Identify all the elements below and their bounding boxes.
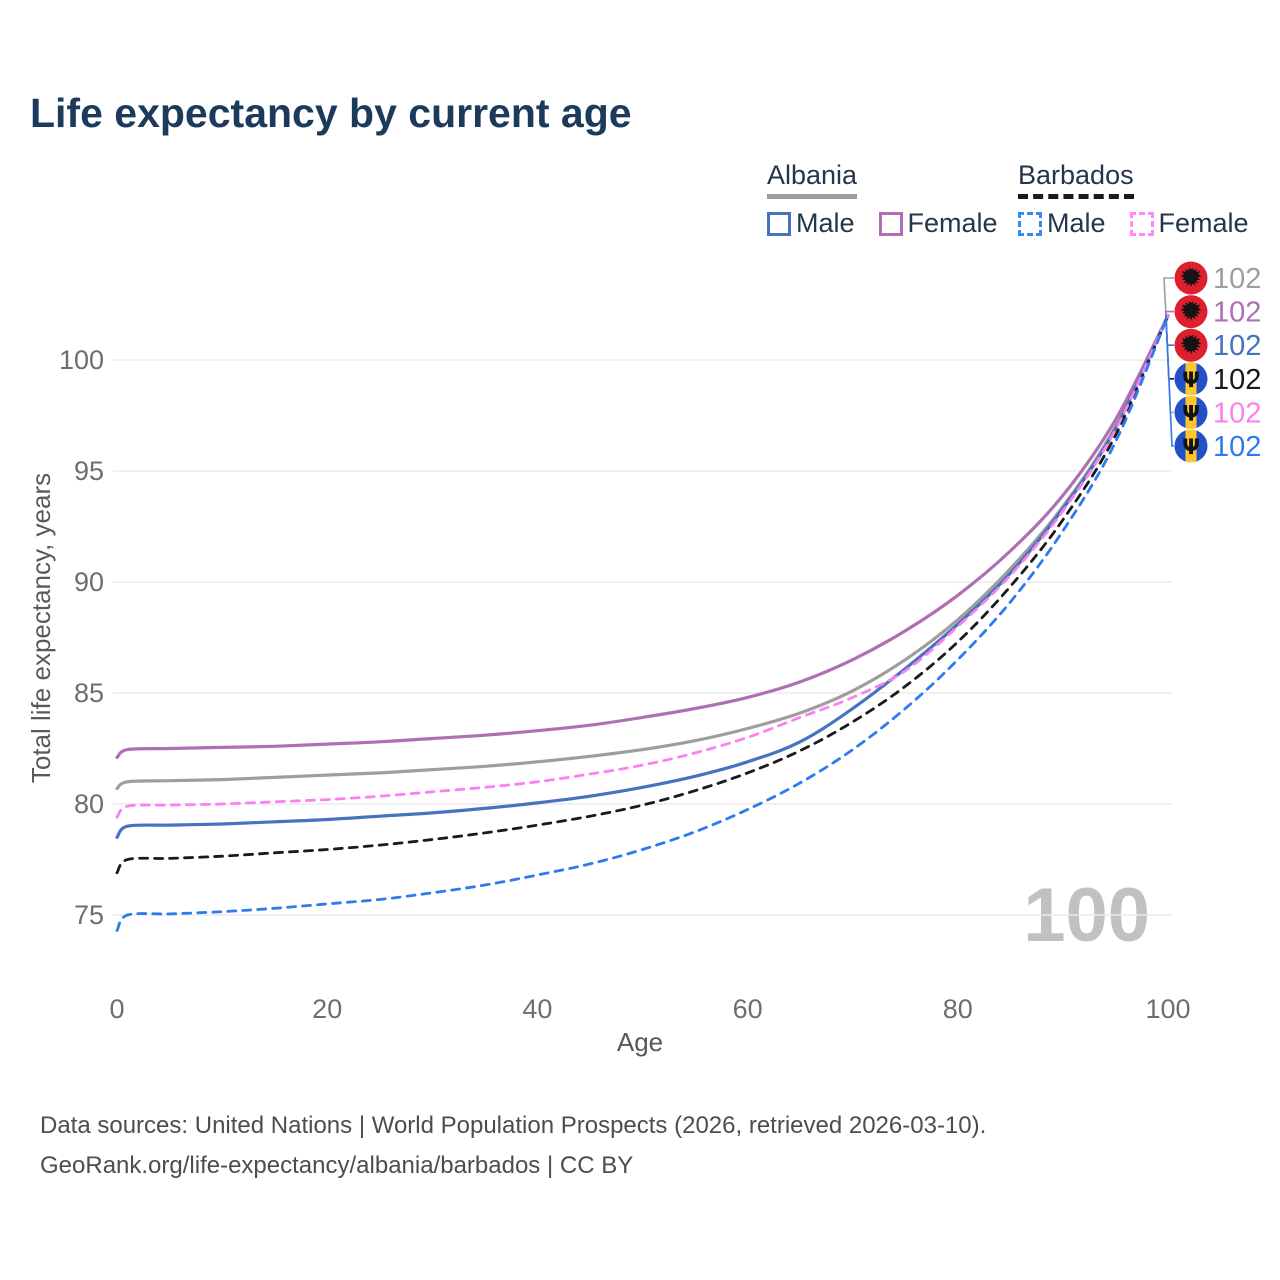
x-tick-label: 60 bbox=[733, 994, 763, 1024]
end-label-leader-lines bbox=[1163, 277, 1174, 447]
stripe-blue-left bbox=[1174, 429, 1186, 463]
series-line-albania-male[interactable] bbox=[115, 314, 1170, 839]
end-value-label-barbados-male: 102 bbox=[1213, 431, 1261, 463]
end-value-label-barbados-female: 102 bbox=[1213, 397, 1261, 429]
stripe-yellow bbox=[1185, 429, 1197, 463]
trident-icon: Ψ bbox=[1182, 435, 1200, 459]
series-line-barbados-female[interactable] bbox=[115, 314, 1170, 819]
y-tick-label: 80 bbox=[74, 789, 104, 819]
gridlines bbox=[113, 359, 1172, 916]
stripe-blue-right bbox=[1196, 429, 1208, 463]
footer: Data sources: United Nations | World Pop… bbox=[40, 1106, 986, 1186]
series-line-barbados[interactable] bbox=[115, 314, 1170, 875]
trident-icon: Ψ bbox=[1182, 401, 1200, 425]
y-tick-label: 95 bbox=[74, 456, 104, 486]
leader-line-albania-female bbox=[1164, 310, 1174, 316]
x-tick-label: 80 bbox=[943, 994, 973, 1024]
legend-label-albania-female[interactable]: Female bbox=[907, 208, 998, 238]
stripe-blue-right bbox=[1196, 362, 1208, 396]
leader-line-albania bbox=[1163, 277, 1174, 316]
page-title: Life expectancy by current age bbox=[30, 90, 632, 136]
albania-flag-icon bbox=[1174, 261, 1208, 295]
flag-stripes: Ψ bbox=[1174, 362, 1208, 396]
series-line-albania[interactable] bbox=[115, 314, 1170, 791]
legend-country-albania[interactable]: Albania bbox=[767, 160, 858, 199]
legend-swatch-barbados-female[interactable] bbox=[1129, 211, 1154, 236]
legend-country-barbados[interactable]: Barbados bbox=[1018, 160, 1134, 199]
flag-stripes: Ψ bbox=[1174, 429, 1208, 463]
double-headed-eagle-icon bbox=[1180, 267, 1202, 288]
x-axis-tick-labels: 0 20 40 60 80 100 bbox=[109, 994, 1190, 1024]
flag-stripes: Ψ bbox=[1174, 395, 1208, 429]
end-value-label-albania-female: 102 bbox=[1213, 297, 1261, 329]
stripe-blue-right bbox=[1196, 395, 1208, 429]
double-headed-eagle-icon bbox=[1180, 301, 1202, 321]
legend-label-barbados-male[interactable]: Male bbox=[1047, 208, 1106, 238]
y-tick-label: 75 bbox=[74, 900, 104, 930]
y-tick-label: 100 bbox=[59, 345, 104, 375]
barbados-flag-icon: Ψ bbox=[1174, 362, 1208, 396]
albania-flag-icon bbox=[1174, 295, 1208, 329]
trident-icon: Ψ bbox=[1182, 368, 1200, 392]
y-tick-label: 90 bbox=[74, 567, 104, 597]
x-tick-label: 100 bbox=[1145, 994, 1190, 1024]
end-label-flags: ΨΨΨ bbox=[1174, 261, 1208, 463]
y-tick-label: 85 bbox=[74, 678, 104, 708]
x-tick-label: 40 bbox=[522, 994, 552, 1024]
series-lines bbox=[115, 314, 1170, 932]
legend-label-barbados-female[interactable]: Female bbox=[1158, 208, 1249, 238]
stripe-yellow bbox=[1185, 395, 1197, 429]
stripe-yellow bbox=[1185, 362, 1197, 396]
footer-data-sources: Data sources: United Nations | World Pop… bbox=[40, 1112, 987, 1139]
x-tick-label: 0 bbox=[109, 994, 124, 1024]
y-axis-tick-labels: 75 80 85 90 95 100 bbox=[59, 345, 104, 930]
stripe-blue-left bbox=[1174, 362, 1186, 396]
end-value-label-barbados: 102 bbox=[1213, 364, 1261, 396]
end-value-label-albania-male: 102 bbox=[1213, 330, 1261, 362]
end-value-label-albania: 102 bbox=[1213, 263, 1261, 295]
legend-group-albania: Albania Male Female bbox=[767, 160, 1022, 239]
leader-line-barbados-male bbox=[1165, 315, 1174, 447]
barbados-flag-icon: Ψ bbox=[1174, 429, 1208, 463]
albania-flag-icon bbox=[1174, 328, 1208, 362]
x-axis-title: Age bbox=[617, 1027, 663, 1057]
stripe-blue-left bbox=[1174, 395, 1186, 429]
series-line-albania-female[interactable] bbox=[115, 314, 1170, 759]
footer-attribution-link[interactable]: GeoRank.org/life-expectancy/albania/barb… bbox=[40, 1152, 634, 1179]
legend-label-albania-male[interactable]: Male bbox=[796, 208, 855, 238]
legend-swatch-albania-female[interactable] bbox=[878, 211, 903, 236]
x-tick-label: 20 bbox=[312, 994, 342, 1024]
series-line-barbados-male[interactable] bbox=[115, 314, 1170, 932]
legend-group-barbados: Barbados Male Female bbox=[1018, 160, 1273, 239]
barbados-flag-icon: Ψ bbox=[1174, 395, 1208, 429]
double-headed-eagle-icon bbox=[1180, 334, 1202, 355]
legend-swatch-barbados-male[interactable] bbox=[1018, 211, 1042, 236]
legend-swatch-albania-male[interactable] bbox=[767, 211, 791, 236]
y-axis-title: Total life expectancy, years bbox=[26, 473, 56, 783]
